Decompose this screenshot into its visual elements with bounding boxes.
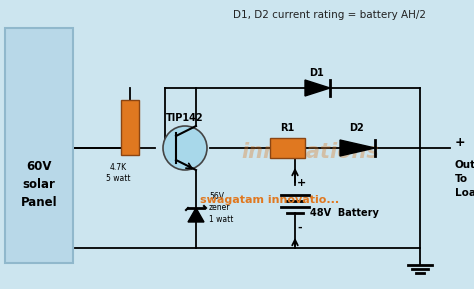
Polygon shape: [188, 208, 204, 222]
Text: D2: D2: [350, 123, 365, 133]
Polygon shape: [340, 140, 375, 156]
Text: +: +: [455, 136, 465, 149]
Polygon shape: [305, 80, 330, 96]
Text: innovations: innovations: [241, 142, 379, 162]
Bar: [270, 138, 305, 158]
Text: 60V
solar
Panel: 60V solar Panel: [21, 160, 57, 210]
Text: Output
To
Load: Output To Load: [455, 160, 474, 198]
Circle shape: [163, 126, 207, 170]
Bar: [5, 28, 73, 263]
Text: D1: D1: [310, 68, 324, 78]
Text: 4.7K
5 watt: 4.7K 5 watt: [106, 163, 130, 183]
Text: D1, D2 current rating = battery AH/2: D1, D2 current rating = battery AH/2: [234, 10, 427, 20]
Text: swagatam innovatio...: swagatam innovatio...: [201, 195, 339, 205]
Text: R1: R1: [280, 123, 294, 133]
Text: TIP142: TIP142: [166, 113, 204, 123]
Text: -: -: [297, 223, 301, 233]
Text: 56V
zener
1 watt: 56V zener 1 watt: [209, 192, 233, 224]
Bar: [121, 100, 139, 155]
Text: +: +: [297, 178, 306, 188]
Text: 48V  Battery: 48V Battery: [310, 208, 379, 218]
